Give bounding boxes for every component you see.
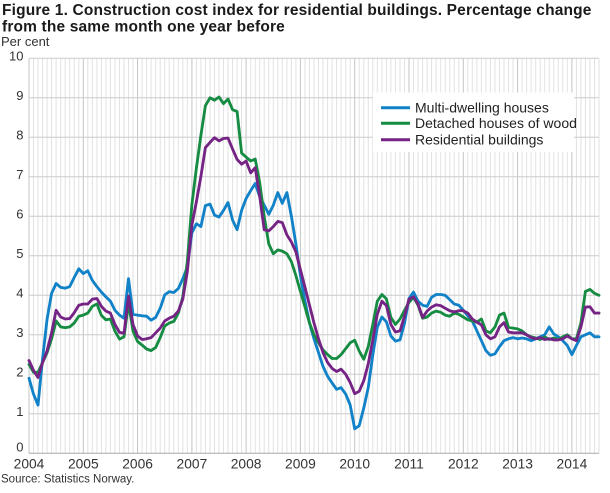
svg-text:2005: 2005 xyxy=(68,457,99,472)
svg-text:2011: 2011 xyxy=(394,457,424,472)
svg-text:2008: 2008 xyxy=(231,457,262,472)
svg-text:2012: 2012 xyxy=(448,457,479,472)
svg-text:9: 9 xyxy=(16,88,23,103)
svg-text:Source: Statistics Norway.: Source: Statistics Norway. xyxy=(1,474,134,486)
svg-text:7: 7 xyxy=(16,167,23,182)
svg-text:2009: 2009 xyxy=(285,457,316,472)
svg-text:10: 10 xyxy=(9,49,23,64)
svg-text:Multi-dwelling houses: Multi-dwelling houses xyxy=(415,100,549,116)
svg-text:Per cent: Per cent xyxy=(1,34,50,49)
svg-text:0: 0 xyxy=(16,439,23,454)
svg-text:6: 6 xyxy=(16,207,23,222)
svg-text:1: 1 xyxy=(16,404,23,419)
svg-text:8: 8 xyxy=(16,128,23,143)
svg-text:from the same month one year b: from the same month one year before xyxy=(2,19,285,36)
svg-text:2006: 2006 xyxy=(122,457,153,472)
svg-text:2004: 2004 xyxy=(14,457,45,472)
svg-text:2007: 2007 xyxy=(177,457,208,472)
svg-text:5: 5 xyxy=(16,246,23,261)
svg-text:4: 4 xyxy=(16,286,23,301)
svg-text:Figure 1. Construction cost in: Figure 1. Construction cost index for re… xyxy=(2,2,592,19)
svg-text:2013: 2013 xyxy=(502,457,533,472)
svg-text:Residential buildings: Residential buildings xyxy=(415,132,543,148)
svg-text:Detached houses of wood: Detached houses of wood xyxy=(415,115,577,131)
svg-text:3: 3 xyxy=(16,325,23,340)
svg-text:2: 2 xyxy=(16,365,23,380)
svg-text:2014: 2014 xyxy=(557,457,588,472)
svg-text:2010: 2010 xyxy=(339,457,370,472)
